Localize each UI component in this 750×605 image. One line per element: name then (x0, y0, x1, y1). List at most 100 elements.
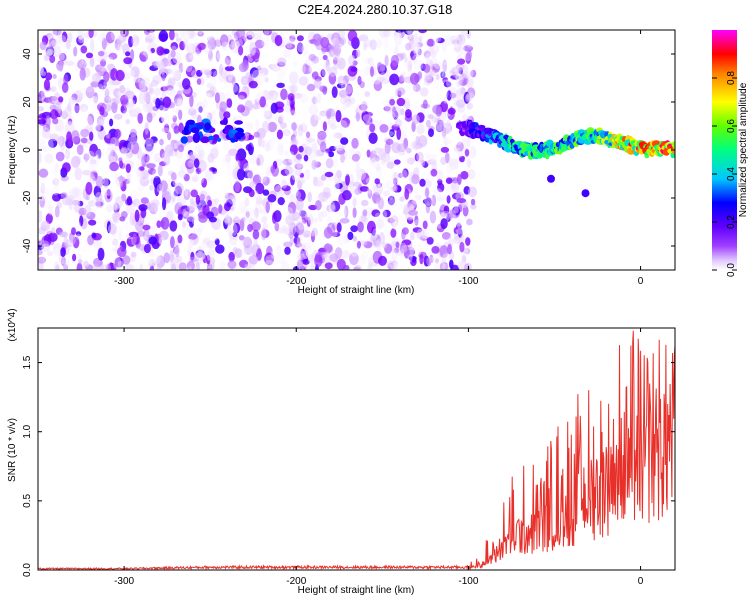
noise-blob (289, 71, 299, 85)
noise-blob (466, 136, 471, 148)
snr-panel: -300 -200 -100 0 0.0 0.5 1.0 1.5 Height of stra… (7, 308, 676, 596)
noise-blob (220, 34, 229, 47)
noise-blob (426, 237, 434, 245)
noise-blob (48, 96, 58, 101)
noise-blob (134, 209, 140, 222)
noise-blob (89, 173, 95, 181)
noise-blob (394, 115, 403, 126)
noise-blob (346, 156, 352, 162)
noise-blob (374, 119, 379, 128)
noise-blob (466, 30, 471, 39)
noise-blob (146, 163, 156, 169)
noise-blob (139, 235, 150, 246)
noise-blob (262, 222, 268, 229)
noise-blob (68, 96, 77, 105)
noise-blob (317, 131, 327, 140)
noise-blob (458, 79, 468, 86)
noise-blob (449, 92, 457, 99)
noise-blob (458, 228, 463, 238)
noise-blob (189, 176, 196, 183)
noise-blob (115, 61, 124, 71)
noise-blob (58, 61, 64, 72)
noise-blob (72, 236, 80, 249)
noise-blob (54, 205, 60, 218)
noise-blob (248, 255, 259, 265)
noise-blob (439, 198, 445, 204)
noise-blob (103, 71, 110, 83)
noise-blob (72, 186, 80, 199)
noise-blob (138, 78, 146, 89)
noise-blob (302, 172, 312, 183)
noise-blob (333, 181, 340, 191)
noise-blob (341, 130, 352, 139)
noise-blob (456, 222, 461, 229)
noise-blob (383, 106, 391, 112)
noise-blob (297, 253, 306, 261)
noise-blob (368, 158, 377, 166)
snr-scale-label: (x10^4) (7, 308, 18, 341)
noise-blob (445, 77, 455, 89)
noise-blob (77, 59, 87, 70)
y-tick-label: -20 (22, 190, 33, 205)
noise-blob (202, 98, 208, 109)
noise-blob (397, 143, 407, 153)
noise-blob (336, 222, 342, 233)
noise-blob (268, 90, 275, 97)
noise-blob (337, 120, 348, 133)
noise-blob (150, 153, 161, 160)
noise-blob (190, 36, 200, 45)
noise-blob (304, 224, 310, 234)
noise-blob (130, 141, 140, 155)
noise-blob (457, 173, 462, 185)
noise-blob (398, 242, 408, 254)
noise-blob (284, 103, 291, 113)
noise-blob (209, 85, 215, 95)
noise-blob (202, 239, 209, 249)
noise-blob (373, 79, 383, 92)
noise-blob (128, 36, 134, 48)
noise-blob (248, 170, 253, 179)
noise-blob (118, 232, 123, 241)
noise-blob (209, 235, 218, 242)
noise-blob (163, 252, 171, 264)
noise-blob (182, 209, 187, 217)
noise-blob (71, 227, 77, 236)
noise-blob (324, 200, 330, 207)
noise-blob (337, 235, 345, 246)
noise-blob (38, 210, 43, 223)
noise-blob (73, 46, 78, 57)
noise-blob (465, 52, 472, 64)
noise-blob (406, 246, 416, 258)
noise-blob (296, 234, 303, 248)
noise-blob (95, 175, 104, 188)
noise-blob (232, 164, 239, 174)
noise-blob (230, 223, 238, 236)
noise-blob (276, 82, 285, 89)
noise-blob (120, 104, 127, 114)
noise-blob (157, 164, 163, 177)
noise-blob (151, 79, 159, 87)
noise-blob (92, 237, 103, 250)
noise-blob (56, 35, 67, 44)
noise-blob (184, 245, 193, 252)
noise-blob (352, 181, 362, 188)
noise-blob (450, 84, 455, 95)
noise-blob (145, 53, 153, 65)
noise-blob (85, 181, 93, 195)
noise-blob (383, 190, 390, 197)
noise-blob (316, 115, 322, 121)
noise-blob (301, 64, 306, 74)
noise-blob (302, 258, 310, 265)
noise-blob (442, 136, 452, 145)
noise-blob (440, 212, 448, 219)
noise-blob (277, 142, 284, 156)
noise-blob (235, 153, 240, 162)
noise-blob (131, 161, 139, 173)
noise-blob (459, 234, 465, 242)
noise-blob (298, 76, 309, 86)
noise-blob (196, 223, 205, 233)
noise-blob (442, 263, 450, 270)
noise-blob (297, 218, 306, 230)
noise-blob (54, 79, 62, 86)
noise-blob (251, 69, 261, 83)
